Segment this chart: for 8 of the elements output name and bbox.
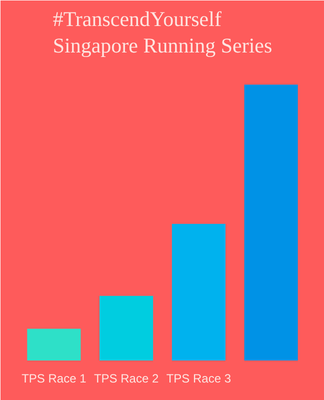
chart-title: #TranscendYourself Singapore Running Series [52, 7, 272, 58]
x-tick-label: TPS Race 2 [94, 372, 159, 386]
bar [27, 328, 81, 360]
bar [244, 84, 298, 360]
x-tick-label: TPS Race 3 [166, 372, 232, 386]
bar [172, 224, 226, 360]
x-tick-label: TPS Race 1 [22, 372, 87, 386]
bar [100, 296, 154, 360]
